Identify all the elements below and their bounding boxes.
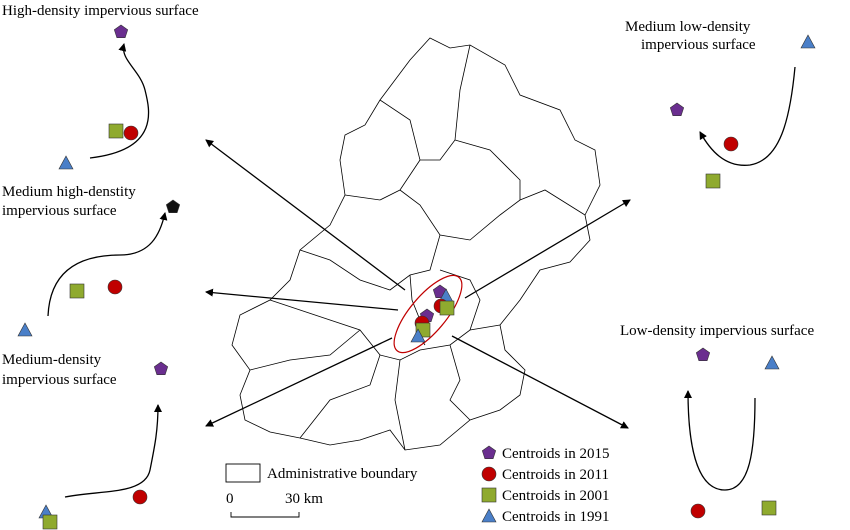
panel-title: impervious surface: [641, 37, 756, 53]
centroid-symbol: [690, 503, 706, 519]
legend-label: Centroids in 2015: [502, 446, 610, 462]
centroid-symbol: [669, 102, 685, 116]
panel-title: Medium high-denstity: [2, 184, 136, 200]
centroid-symbol: [481, 466, 497, 482]
panel-title: Medium-density: [2, 352, 102, 368]
centroid-symbol: [166, 199, 180, 213]
centroid-symbol: [123, 125, 139, 141]
centroid-symbol: [800, 34, 816, 49]
centroid-symbol: [132, 489, 148, 505]
panel-title: impervious surface: [2, 203, 117, 219]
centroid-symbol: [695, 347, 711, 362]
arrows: [205, 139, 631, 429]
legend: Administrative boundary 0 30 km Centroid…: [225, 445, 610, 525]
centroid-symbol: [42, 514, 58, 530]
centroid-symbol: [108, 123, 124, 139]
panel-title: impervious surface: [2, 372, 117, 388]
centroid-symbol: [481, 508, 497, 523]
centroid-symbol: [705, 173, 721, 189]
centroid-symbol: [723, 136, 739, 152]
scale-label: 30 km: [285, 491, 323, 507]
centroid-symbol: [761, 500, 777, 516]
centroid-symbol: [481, 445, 497, 460]
centroid-symbol: [107, 279, 123, 295]
legend-label: Administrative boundary: [267, 466, 418, 482]
panel-title: High-density impervious surface: [2, 3, 199, 19]
boundary-swatch: [225, 463, 261, 483]
centroid-symbol: [154, 361, 168, 376]
scale-bar: [230, 512, 300, 518]
centroid-symbol: [439, 300, 455, 316]
legend-label: Centroids in 2001: [502, 488, 610, 504]
panel-title: Medium low-density: [625, 19, 751, 35]
centroid-symbol: [17, 322, 33, 337]
centroid-symbol: [481, 487, 497, 503]
centroid-symbol: [69, 283, 85, 299]
panel-titles: High-density impervious surface Medium l…: [2, 3, 814, 388]
panel-title: Low-density impervious surface: [620, 323, 814, 339]
scale-label: 0: [226, 491, 234, 507]
legend-label: Centroids in 1991: [502, 509, 610, 525]
legend-label: Centroids in 2011: [502, 467, 609, 483]
centroid-symbol: [114, 24, 128, 39]
panel-glyphs: [17, 24, 816, 530]
map: [231, 37, 601, 451]
centroid-symbol: [764, 355, 780, 370]
centroid-symbol: [58, 155, 74, 170]
